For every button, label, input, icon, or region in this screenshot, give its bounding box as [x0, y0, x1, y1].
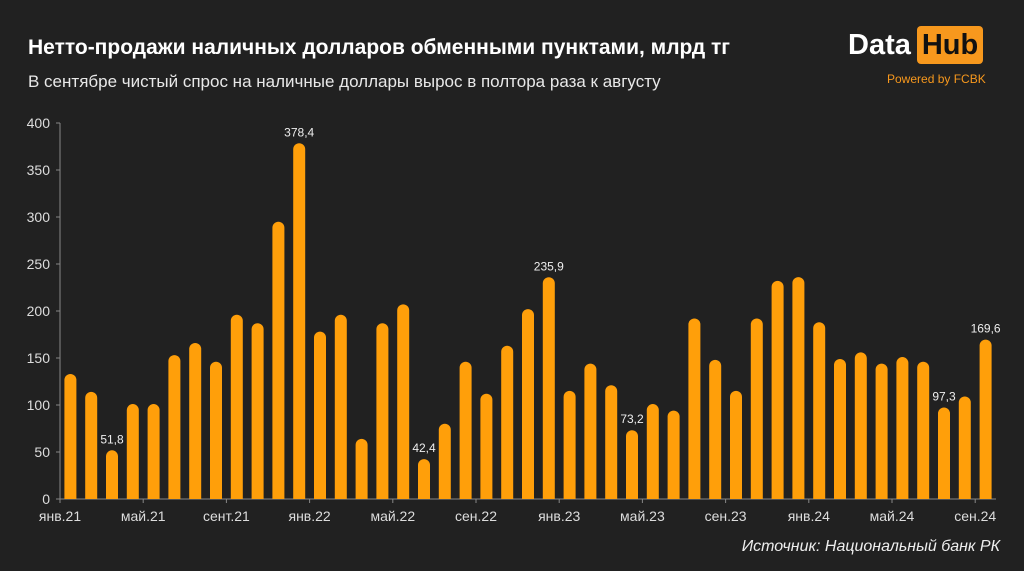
x-tick-label: сен.24: [954, 508, 996, 524]
bar: [438, 423, 451, 499]
bar: [522, 309, 534, 499]
data-label: 51,8: [100, 432, 124, 446]
x-tick-label: май.23: [620, 508, 665, 524]
data-label: 378,4: [284, 125, 314, 139]
bar: [293, 143, 306, 499]
bar: [85, 391, 98, 499]
bar: [210, 361, 222, 499]
bar: [875, 363, 888, 499]
bar: [272, 221, 285, 499]
bar: [563, 390, 576, 499]
data-label: 42,4: [412, 441, 436, 455]
bar: [938, 407, 950, 499]
bar: [792, 277, 805, 499]
data-label: 97,3: [932, 390, 956, 404]
bar: [979, 339, 992, 499]
x-tick-label: янв.23: [538, 508, 580, 524]
bar: [605, 385, 618, 499]
bar: [834, 358, 846, 499]
bar: [667, 410, 680, 499]
y-tick-label: 50: [34, 444, 50, 460]
x-tick-label: янв.22: [288, 508, 330, 524]
bar: [106, 450, 118, 499]
bar: [958, 396, 971, 499]
bar: [688, 318, 701, 499]
bar: [501, 345, 514, 499]
y-tick-label: 350: [27, 162, 51, 178]
y-tick-label: 400: [27, 115, 51, 131]
bar: [459, 361, 472, 499]
bar: [355, 438, 368, 499]
bar: [813, 322, 826, 499]
source-note: Источник: Национальный банк РК: [741, 538, 1000, 555]
bar: [584, 363, 597, 499]
datahub-logo: Data Hub: [848, 26, 984, 64]
x-tick-label: сен.23: [705, 508, 747, 524]
bar: [334, 314, 347, 499]
y-tick-label: 100: [27, 397, 51, 413]
y-tick-label: 300: [27, 209, 51, 225]
bar: [542, 277, 555, 499]
x-tick-label: янв.24: [788, 508, 830, 524]
bar: [376, 323, 389, 499]
bar: [418, 459, 430, 499]
bar: [314, 331, 326, 499]
powered-by: Powered by FCBK: [887, 72, 986, 86]
bar: [168, 355, 181, 499]
bar: [709, 359, 722, 499]
bar: [896, 357, 909, 499]
y-tick-label: 200: [27, 303, 51, 319]
data-label: 169,6: [971, 322, 1001, 336]
x-tick-label: май.22: [370, 508, 415, 524]
y-tick-label: 150: [27, 350, 51, 366]
bar: [251, 323, 264, 499]
bar: [126, 404, 139, 499]
chart-title: Нетто-продажи наличных долларов обменным…: [28, 36, 731, 59]
y-tick-label: 250: [27, 256, 51, 272]
y-tick-label: 0: [42, 491, 50, 507]
x-tick-label: май.24: [870, 508, 915, 524]
bar: [397, 304, 410, 499]
bar: [189, 342, 202, 499]
bar: [64, 373, 77, 499]
bar: [230, 314, 243, 499]
bar: [917, 361, 930, 499]
bar: [854, 352, 867, 499]
x-tick-label: янв.21: [39, 508, 81, 524]
data-label: 73,2: [620, 412, 644, 426]
x-tick-label: сен.22: [455, 508, 497, 524]
x-tick-label: май.21: [121, 508, 166, 524]
bar: [750, 318, 763, 499]
chart-subtitle: В сентябре чистый спрос на наличные долл…: [28, 72, 661, 91]
bar: [730, 390, 742, 499]
bar: [771, 280, 784, 499]
x-tick-label: сент.21: [203, 508, 250, 524]
data-label: 235,9: [534, 259, 564, 273]
bar: [147, 404, 160, 499]
bar: [626, 430, 638, 499]
logo-hub: Hub: [916, 26, 984, 64]
bar: [480, 393, 493, 499]
bar: [646, 404, 659, 499]
logo-data: Data: [848, 28, 911, 61]
